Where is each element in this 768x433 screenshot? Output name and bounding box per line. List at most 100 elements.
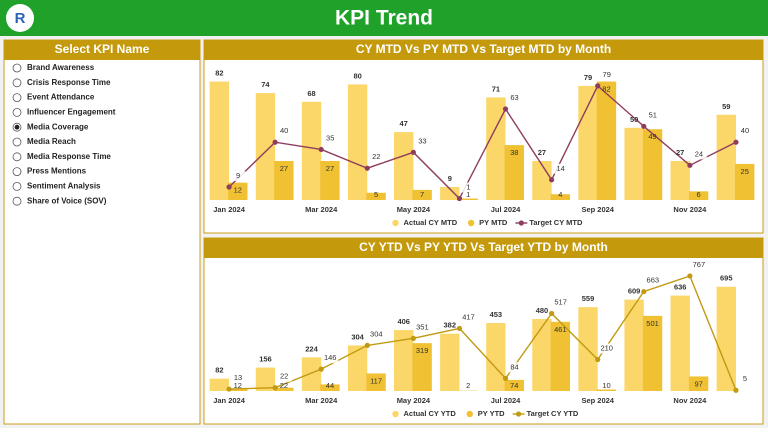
kpi-option[interactable]: Event Attendance (27, 93, 95, 102)
kpi-option[interactable]: Influencer Engagement (27, 108, 116, 117)
legend-label: PY YTD (478, 409, 505, 418)
bar-value-label: 82 (215, 69, 223, 78)
target-point (273, 140, 278, 145)
kpi-option[interactable]: Media Coverage (27, 122, 89, 131)
bar-value-label: 22 (280, 381, 288, 390)
radio-button[interactable] (13, 138, 21, 146)
target-value-label: 767 (693, 260, 706, 269)
x-tick-label: Jan 2024 (213, 205, 246, 214)
bar-value-label: 636 (674, 283, 687, 292)
target-value-label: 33 (418, 136, 426, 145)
target-value-label: 13 (234, 373, 242, 382)
target-value-label: 210 (600, 343, 613, 352)
target-point (549, 311, 554, 316)
x-tick-label: Sep 2024 (581, 396, 614, 405)
legend-marker (467, 411, 473, 417)
target-point (733, 140, 738, 145)
target-point (319, 147, 324, 152)
bar-value-label: 25 (741, 167, 749, 176)
bar-value-label: 82 (602, 85, 610, 94)
bar (302, 102, 321, 200)
bar (717, 287, 736, 391)
x-tick-label: Nov 2024 (673, 396, 707, 405)
target-point (641, 124, 646, 129)
page-title: KPI Trend (335, 7, 433, 30)
bar-value-label: 559 (582, 294, 595, 303)
bar-value-label: 480 (536, 306, 549, 315)
bar-value-label: 12 (234, 186, 242, 195)
target-point (457, 196, 462, 201)
bar-value-label: 27 (280, 164, 288, 173)
kpi-option[interactable]: Press Mentions (27, 167, 87, 176)
bar-value-label: 12 (234, 381, 242, 390)
radio-button[interactable] (13, 197, 21, 205)
bar (348, 345, 367, 391)
bar-value-label: 27 (326, 164, 334, 173)
kpi-option[interactable]: Media Reach (27, 137, 76, 146)
target-point (411, 336, 416, 341)
bar-value-label: 6 (697, 190, 701, 199)
radio-button[interactable] (13, 168, 21, 176)
bar-value-label: 319 (416, 346, 429, 355)
bar (394, 132, 413, 200)
target-point (687, 273, 692, 278)
x-tick-label: Mar 2024 (305, 396, 338, 405)
bar-value-label: 406 (397, 317, 410, 326)
kpi-option[interactable]: Share of Voice (SOV) (27, 196, 107, 205)
target-value-label: 63 (510, 93, 518, 102)
bar-value-label: 82 (215, 366, 223, 375)
radio-button[interactable] (13, 94, 21, 102)
radio-button[interactable] (13, 182, 21, 190)
x-tick-label: Mar 2024 (305, 205, 338, 214)
bar (486, 97, 505, 200)
kpi-option[interactable]: Sentiment Analysis (27, 182, 101, 191)
target-point (365, 166, 370, 171)
bar (210, 82, 229, 200)
bar-value-label: 461 (554, 325, 567, 334)
target-point (595, 357, 600, 362)
bar-value-label: 27 (538, 148, 546, 157)
bar-value-label: 80 (353, 71, 361, 80)
target-point (503, 106, 508, 111)
bar-value-label: 609 (628, 287, 641, 296)
bar (532, 161, 551, 200)
legend-marker (519, 220, 524, 225)
legend-label: PY MTD (479, 218, 508, 227)
target-value-label: 40 (741, 126, 749, 135)
bar (440, 334, 459, 391)
bar-value-label: 97 (694, 379, 702, 388)
x-tick-label: May 2024 (397, 396, 431, 405)
bar (671, 161, 690, 200)
bar-value-label: 156 (259, 355, 272, 364)
bar (578, 86, 597, 200)
target-value-label: 663 (647, 276, 660, 285)
radio-button[interactable] (13, 64, 21, 72)
target-value-label: 14 (556, 164, 564, 173)
target-value-label: 35 (326, 133, 334, 142)
target-point (687, 163, 692, 168)
bar (532, 319, 551, 391)
target-value-label: 84 (510, 362, 518, 371)
kpi-option[interactable]: Brand Awareness (27, 63, 95, 72)
target-value-label: 146 (324, 353, 337, 362)
bar-value-label: 304 (351, 332, 364, 341)
bar-value-label: 47 (400, 119, 408, 128)
bar (302, 357, 321, 391)
bar-value-label: 27 (676, 148, 684, 157)
target-point (733, 388, 738, 393)
bar-value-label: 50 (630, 115, 638, 124)
radio-button[interactable] (13, 79, 21, 87)
bar-value-label: 44 (326, 381, 334, 390)
target-point (595, 83, 600, 88)
bar (671, 296, 690, 391)
chart-title: CY MTD Vs PY MTD Vs Target MTD by Month (356, 42, 611, 56)
kpi-option[interactable]: Media Response Time (27, 152, 111, 161)
legend-label: Target CY YTD (527, 409, 579, 418)
bar-value-label: 695 (720, 274, 733, 283)
bar (624, 300, 643, 391)
bar-value-label: 7 (420, 190, 424, 199)
kpi-option[interactable]: Crisis Response Time (27, 78, 111, 87)
radio-button[interactable] (13, 153, 21, 161)
radio-button[interactable] (13, 108, 21, 116)
